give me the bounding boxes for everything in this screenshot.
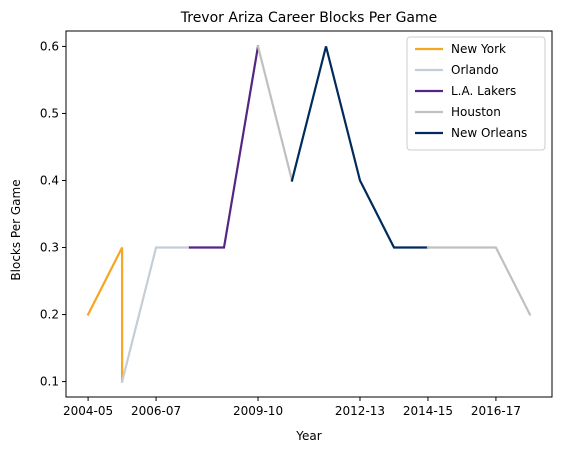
x-tick-label: 2004-05: [63, 404, 113, 418]
x-axis-label: Year: [295, 429, 321, 443]
series-line-houston: [426, 246, 532, 316]
legend-label: New Orleans: [451, 126, 527, 140]
y-axis-ticks: 0.1 0.2 0.3 0.4 0.5 0.6: [40, 39, 66, 389]
plot-frame: [65, 30, 553, 398]
legend-label: L.A. Lakers: [451, 84, 516, 98]
x-tick-label: 2016-17: [471, 404, 521, 418]
y-tick-label: 0.3: [40, 241, 59, 255]
x-tick-label: 2009-10: [233, 404, 283, 418]
legend-label: New York: [451, 42, 506, 56]
series-line-new-orleans: [290, 46, 430, 249]
y-tick-label: 0.4: [40, 173, 59, 187]
x-tick-label: 2014-15: [403, 404, 453, 418]
y-tick-label: 0.1: [40, 375, 59, 389]
series-line-orlando: [120, 246, 192, 383]
series-line-new-york: [86, 247, 124, 383]
series-line-l-a-lakers: [188, 45, 260, 249]
x-tick-label: 2006-07: [131, 404, 181, 418]
legend-label: Orlando: [451, 63, 499, 77]
y-axis-label: Blocks Per Game: [9, 179, 23, 280]
legend-label: Houston: [451, 105, 501, 119]
series-lines: [86, 45, 532, 383]
x-tick-label: 2012-13: [335, 404, 385, 418]
legend: New York Orlando L.A. Lakers Houston New Orl…: [406, 36, 546, 151]
x-axis-ticks: 2004-05 2006-07 2009-10 2012-13 2014-15 2016-…: [63, 397, 521, 418]
y-tick-label: 0.6: [40, 39, 59, 53]
y-tick-label: 0.5: [40, 106, 59, 120]
chart-title: Trevor Ariza Career Blocks Per Game: [180, 10, 438, 26]
y-tick-label: 0.2: [40, 308, 59, 322]
legend-box: [406, 36, 546, 151]
series-line-houston: [256, 45, 294, 182]
